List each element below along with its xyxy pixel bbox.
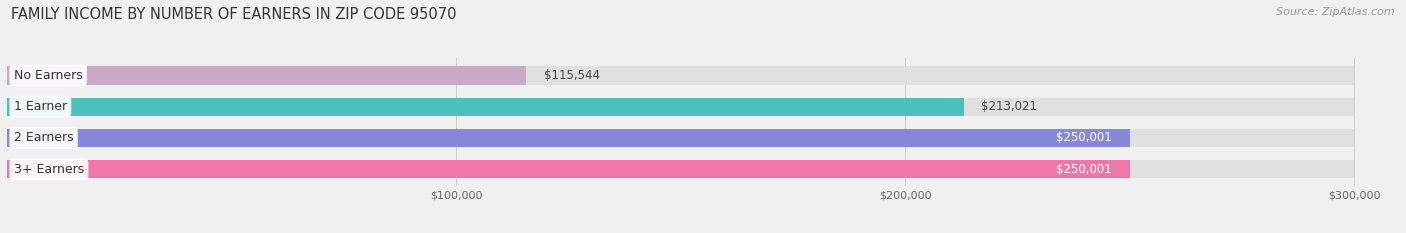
Bar [7,160,1354,178]
Bar [7,98,963,116]
Text: 2 Earners: 2 Earners [14,131,73,144]
Bar [7,129,1354,147]
Text: $115,544: $115,544 [544,69,600,82]
Text: FAMILY INCOME BY NUMBER OF EARNERS IN ZIP CODE 95070: FAMILY INCOME BY NUMBER OF EARNERS IN ZI… [11,7,457,22]
Bar [7,129,1129,147]
Text: No Earners: No Earners [14,69,83,82]
Text: $250,001: $250,001 [1056,131,1112,144]
Bar [7,160,1129,178]
Text: 1 Earner: 1 Earner [14,100,67,113]
Text: $250,001: $250,001 [1056,163,1112,176]
Text: Source: ZipAtlas.com: Source: ZipAtlas.com [1277,7,1395,17]
Bar [7,98,1354,116]
Bar [7,66,526,85]
Text: $213,021: $213,021 [981,100,1038,113]
Bar [7,66,1354,85]
Text: 3+ Earners: 3+ Earners [14,163,84,176]
